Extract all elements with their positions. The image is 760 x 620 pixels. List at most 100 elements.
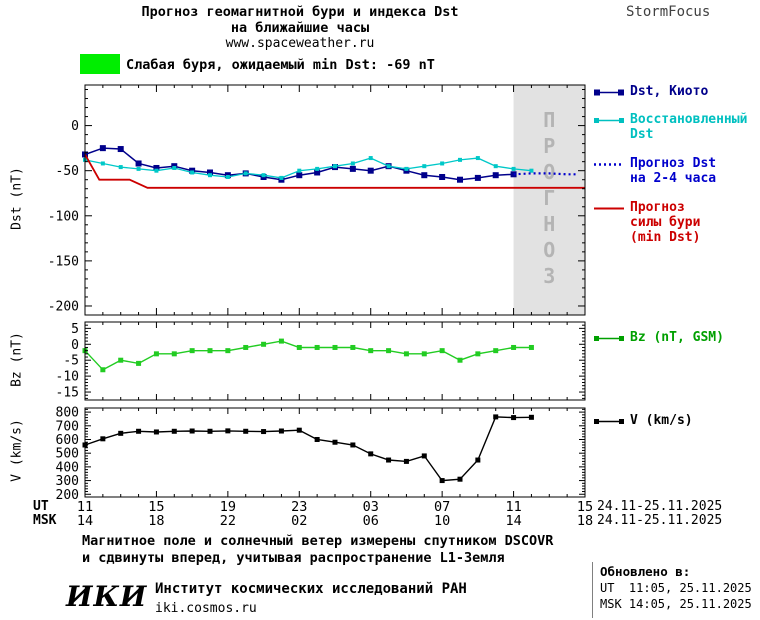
marker-dst-restored xyxy=(118,165,123,170)
v-y-tick-label: 200 xyxy=(56,488,79,503)
bz-y-tick-label: 5 xyxy=(71,322,79,337)
marker-dst-restored xyxy=(100,161,105,166)
marker-bz-gsm xyxy=(368,348,374,354)
marker-v-sw xyxy=(314,436,320,442)
forecast-region-label: П xyxy=(543,108,555,132)
ut-tick-label: 15 xyxy=(577,499,593,515)
marker-v-sw xyxy=(118,430,124,436)
ut-tick-label: 23 xyxy=(291,499,307,515)
marker-dst-restored xyxy=(350,161,355,166)
v-y-tick-label: 300 xyxy=(56,474,79,489)
marker-v-sw xyxy=(189,428,195,434)
dst-y-tick-label: -200 xyxy=(48,299,79,314)
bz-y-tick-label: -10 xyxy=(56,370,79,385)
marker-v-sw xyxy=(439,478,445,484)
marker-v-sw xyxy=(261,429,267,435)
marker-dst-restored xyxy=(404,166,409,171)
marker-bz-gsm xyxy=(528,344,534,350)
msk-row-label: MSK xyxy=(33,513,57,528)
source-website: www.spaceweather.ru xyxy=(225,36,375,51)
bz-y-tick-label: -15 xyxy=(56,386,79,401)
marker-dst-kyoto xyxy=(492,172,499,179)
dst-y-tick-label: -150 xyxy=(48,254,79,269)
legend-item-dst-forecast: Прогноз Dst на 2-4 часа xyxy=(594,156,716,186)
marker-bz-gsm xyxy=(261,341,267,347)
v-y-tick-label: 500 xyxy=(56,447,79,462)
v-y-tick-label: 600 xyxy=(56,433,79,448)
legend-label: Bz (nT, GSM) xyxy=(630,330,724,345)
marker-bz-gsm xyxy=(278,338,284,344)
storm-forecast-line-icon xyxy=(594,203,624,214)
marker-dst-restored xyxy=(279,175,284,180)
marker-dst-kyoto xyxy=(314,169,321,176)
marker-dst-kyoto xyxy=(117,146,124,153)
marker-bz-gsm xyxy=(421,351,427,357)
storm-level-swatch xyxy=(80,54,120,74)
dst-y-tick-label: -100 xyxy=(48,209,79,224)
marker-v-sw xyxy=(368,451,374,457)
legend-item-dst-restored: Восстановленный Dst xyxy=(594,112,747,142)
dst-y-tick-label: 0 xyxy=(71,119,79,134)
forecast-region-label: О xyxy=(543,238,555,262)
legend-label: Dst, Киото xyxy=(630,84,709,99)
institute-name: Институт космических исследований РАН xyxy=(155,581,467,597)
marker-bz-gsm xyxy=(439,348,445,354)
marker-dst-restored xyxy=(136,166,141,171)
v-y-tick-label: 700 xyxy=(56,419,79,434)
marker-dst-restored xyxy=(172,165,177,170)
forecast-dotted-line-icon xyxy=(594,159,624,170)
marker-v-sw xyxy=(350,442,356,448)
marker-dst-kyoto xyxy=(367,167,374,174)
ut-tick-label: 11 xyxy=(77,499,93,515)
forecast-region-label: З xyxy=(543,264,555,288)
ut-tick-label: 07 xyxy=(434,499,450,515)
ut-date-range: 24.11-25.11.2025 xyxy=(597,499,723,514)
iki-logo: ИКИ xyxy=(66,580,148,613)
marker-v-sw xyxy=(100,436,106,442)
marker-bz-gsm xyxy=(457,357,463,363)
marker-bz-gsm xyxy=(475,351,481,357)
ut-tick-label: 15 xyxy=(148,499,164,515)
marker-dst-restored xyxy=(190,170,195,175)
marker-bz-gsm xyxy=(118,357,124,363)
bz-y-tick-label: 0 xyxy=(71,338,79,353)
legend-item-storm-forecast: Прогноз силы бури (min Dst) xyxy=(594,200,700,245)
marker-dst-restored xyxy=(315,166,320,171)
marker-dst-restored xyxy=(297,168,302,173)
marker-dst-restored xyxy=(208,173,212,178)
marker-v-sw xyxy=(332,439,338,445)
forecast-region-label: О xyxy=(543,160,555,184)
marker-dst-restored xyxy=(243,171,248,176)
dst-axis-label: Dst (nT) xyxy=(9,167,25,230)
marker-v-sw xyxy=(475,457,481,463)
updated-label: Обновлено в: xyxy=(600,564,691,579)
marker-dst-restored xyxy=(225,175,230,179)
updated-msk: MSK 14:05, 25.11.2025 xyxy=(600,597,752,611)
marker-v-sw xyxy=(528,414,534,420)
ut-tick-label: 11 xyxy=(505,499,521,515)
marker-bz-gsm xyxy=(171,351,177,357)
marker-bz-gsm xyxy=(511,344,517,350)
marker-v-sw xyxy=(153,429,159,435)
data-source-note-line2: и сдвинуты вперед, учитывая распростране… xyxy=(82,550,505,566)
legend-item-v: V (km/s) xyxy=(594,413,693,428)
marker-dst-restored xyxy=(493,164,498,169)
msk-date-range: 24.11-25.11.2025 xyxy=(597,513,723,528)
dst-restored-marker-icon xyxy=(594,115,624,126)
marker-bz-gsm xyxy=(386,348,392,354)
msk-tick-label: 14 xyxy=(77,513,93,529)
marker-dst-kyoto xyxy=(153,164,160,171)
marker-bz-gsm xyxy=(225,348,231,354)
marker-v-sw xyxy=(457,476,463,482)
updated-block-divider xyxy=(592,562,593,618)
dst-y-tick-label: -50 xyxy=(56,164,79,179)
v-axis-label: V (km/s) xyxy=(9,419,25,482)
marker-v-sw xyxy=(243,428,249,434)
msk-tick-label: 14 xyxy=(505,513,521,529)
msk-tick-label: 22 xyxy=(220,513,236,529)
marker-bz-gsm xyxy=(350,344,356,350)
forecast-region xyxy=(513,85,585,315)
marker-dst-kyoto xyxy=(135,160,142,167)
marker-dst-restored xyxy=(333,164,337,169)
